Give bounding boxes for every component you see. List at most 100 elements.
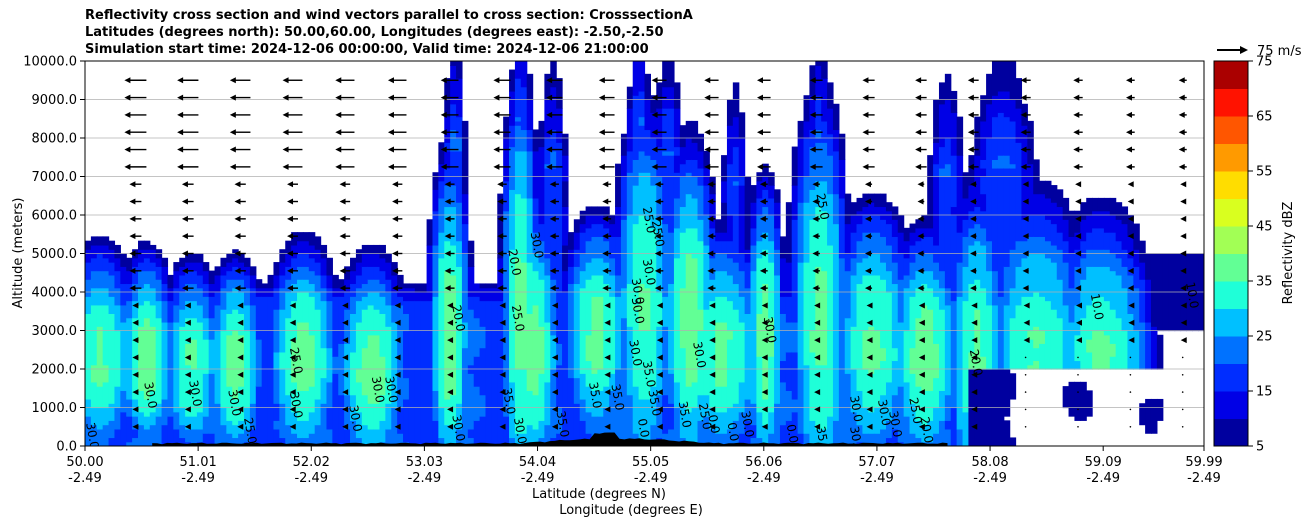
contour-label: 0.0 (724, 421, 741, 442)
contour-label: 0.0 (784, 423, 801, 444)
wind-vectors (124, 77, 1187, 430)
x-tick-label-lat: 55.05 (632, 455, 669, 470)
contour-label: 10.0 (1183, 281, 1201, 310)
contour-label: 35.0 (500, 387, 518, 416)
x-tick-label-lat: 59.99 (1185, 455, 1222, 470)
x-axis-label-latitude: Latitude (degrees N) (532, 487, 666, 502)
contour-label: 30.0 (629, 277, 647, 306)
wind-key-label: 75 m/s (1257, 44, 1302, 59)
contour-label: 30.0 (186, 379, 204, 408)
contour-label: 35.0 (645, 389, 663, 418)
gridlines (85, 99, 1204, 408)
y-tick-label: 0.0 (56, 440, 77, 455)
contour-label: 25.0 (509, 304, 527, 333)
y-tick-label: 2000.0 (32, 363, 78, 378)
chart-title-line-2: Latitudes (degrees north): 50.00,60.00, … (85, 25, 664, 40)
colorbar-tick-label: 75 (1256, 55, 1273, 70)
contour-label: 10.0 (1088, 292, 1106, 321)
y-tick-label: 5000.0 (32, 247, 78, 262)
contour-label: 30.0 (346, 404, 364, 433)
wind-key: 75 m/s (1217, 44, 1302, 59)
y-tick-label: 6000.0 (32, 209, 78, 224)
y-tick-label: 8000.0 (32, 132, 78, 147)
colorbar-tick-label: 5 (1256, 440, 1264, 455)
contour-label: 20.0 (967, 348, 985, 377)
contour-label: 20.0 (505, 248, 523, 277)
colorbar-tick-label: 35 (1256, 275, 1273, 290)
chart-title-line-1: Reflectivity cross section and wind vect… (85, 8, 693, 23)
x-tick-label-lon: -2.49 (1187, 471, 1221, 486)
contour-label: 30.0 (738, 410, 756, 439)
contour-label: 25.0 (906, 396, 924, 425)
x-tick-label-lon: -2.49 (1086, 471, 1120, 486)
wind-key-arrowhead-icon (1240, 46, 1248, 54)
contour-label: 25.0 (287, 346, 305, 375)
colorbar-segment (1214, 171, 1248, 199)
contour-label: 30.0 (528, 231, 546, 260)
colorbar-segment (1214, 336, 1248, 364)
x-axis-label-longitude: Longitude (degrees E) (559, 503, 703, 518)
colorbar-segment (1214, 281, 1248, 309)
colorbar-label: Reflectivity dBZ (1281, 202, 1296, 305)
colorbar-segment (1214, 143, 1248, 172)
colorbar-segment (1214, 418, 1248, 447)
contour-label: 30.0 (847, 425, 865, 454)
x-tick-label-lat: 53.03 (406, 455, 443, 470)
y-tick-label: 9000.0 (32, 93, 78, 108)
colorbar: 5 15 25 35 45 55 65 75 (1213, 55, 1273, 455)
contour-label: 25.0 (649, 219, 667, 248)
contour-label: 30.0 (382, 375, 400, 404)
contour-label: 0.0 (705, 413, 722, 434)
colorbar-segment (1214, 363, 1248, 392)
x-tick-label-lat: 50.00 (66, 455, 103, 470)
contour-label: 30.0 (369, 375, 387, 404)
x-tick-label-lon: -2.49 (747, 471, 781, 486)
contour-labels: 30.030.0 30.0 30.025.025.030.0 30.030.030.0… (85, 192, 1201, 454)
contour-label: 30.0 (690, 340, 708, 369)
contour-label: 30.0 (629, 296, 647, 325)
x-tick-label-lon: -2.49 (181, 471, 215, 486)
contour-label: 30.0 (511, 416, 529, 445)
x-tick-label-lon: -2.49 (860, 471, 894, 486)
contour-label: 20.0 (918, 416, 936, 445)
x-tick-label-lat: 58.08 (971, 455, 1008, 470)
contour-label: 30.0 (287, 391, 305, 420)
x-tick-label-lat: 59.09 (1085, 455, 1122, 470)
x-axis: 50.00-2.4951.01-2.4952.02-2.4953.03-2.49… (66, 446, 1223, 486)
contour-label: 30.0 (141, 381, 159, 410)
contour-label: 25.0 (696, 402, 714, 431)
contour-label: 30.0 (449, 414, 467, 443)
contour-label: 35.0 (586, 381, 604, 410)
contour-label: 35.0 (813, 425, 831, 454)
colorbar-tick-label: 55 (1256, 165, 1273, 180)
colorbar-segment (1214, 198, 1248, 227)
contour-label: 35.0 (554, 410, 572, 439)
contour-label: 30.0 (847, 394, 865, 423)
contour-label: 35.0 (608, 383, 626, 412)
contour-label: 0.0 (635, 417, 652, 438)
x-tick-label-lat: 54.04 (519, 455, 556, 470)
colorbar-segment (1214, 61, 1248, 89)
colorbar-segment (1214, 88, 1248, 117)
x-tick-label-lon: -2.49 (68, 471, 102, 486)
contour-label: 30.0 (761, 315, 779, 344)
contour-label: 30.0 (626, 339, 644, 368)
terrain-silhouette (152, 432, 948, 446)
y-tick-label: 4000.0 (32, 286, 78, 301)
y-tick-label: 10000.0 (23, 55, 77, 70)
x-tick-label-lat: 51.01 (180, 455, 217, 470)
x-tick-label-lon: -2.49 (634, 471, 668, 486)
x-tick-label-lat: 57.07 (858, 455, 895, 470)
colorbar-segment (1214, 226, 1248, 254)
contour-label: 30.0 (640, 258, 658, 287)
y-tick-label: 3000.0 (32, 324, 78, 339)
contour-label: 35.0 (640, 360, 658, 389)
contour-label: 25.0 (241, 416, 259, 445)
x-tick-label-lat: 52.02 (293, 455, 330, 470)
x-tick-label-lon: -2.49 (521, 471, 555, 486)
contour-label: 20.0 (449, 304, 467, 333)
colorbar-segment (1214, 308, 1248, 337)
y-axis: 0.0 1000.0 2000.0 3000.0 4000.0 5000.0 6000.0 7… (23, 55, 85, 455)
y-tick-label: 1000.0 (32, 401, 78, 416)
y-axis-label: Altitude (meters) (11, 198, 26, 309)
